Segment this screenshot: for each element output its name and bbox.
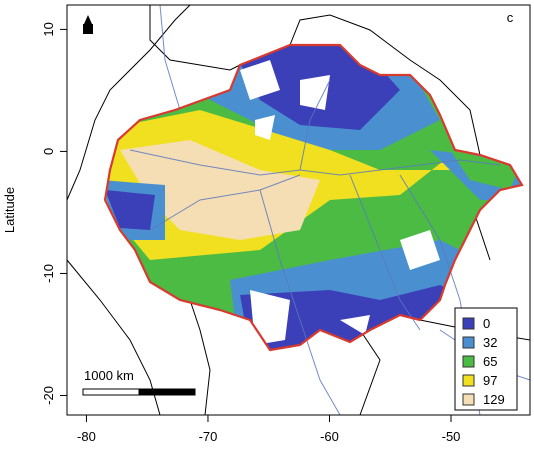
x-tick-label: -70 (199, 429, 218, 444)
legend-swatch (462, 317, 475, 330)
legend-label: 32 (483, 335, 497, 350)
legend-swatch (462, 393, 475, 406)
x-tick-label: -60 (320, 429, 339, 444)
legend-swatch (462, 355, 475, 368)
legend-swatch (462, 374, 475, 387)
legend: 0 32 65 97 129 (454, 307, 518, 411)
y-axis-label: Latitude (2, 187, 17, 233)
basin-outline (103, 43, 524, 352)
y-tick-label: 0 (41, 148, 56, 155)
y-tick-label: -20 (41, 386, 56, 405)
y-tick-label: -10 (41, 264, 56, 283)
plot-frame (66, 4, 531, 416)
no-data (240, 60, 440, 345)
scale-bar-label: 1000 km (84, 368, 134, 383)
panel-label: c (507, 10, 514, 25)
legend-label: 97 (483, 373, 497, 388)
x-tick-label: -80 (77, 429, 96, 444)
legend-label: 65 (483, 354, 497, 369)
x-tick-label: -50 (442, 429, 461, 444)
legend-label: 0 (483, 316, 490, 331)
legend-swatch (462, 336, 475, 349)
legend-label: 129 (483, 392, 505, 407)
scale-bar: 1000 km (82, 368, 196, 396)
north-arrow (83, 15, 93, 34)
y-tick-label: 10 (41, 22, 56, 36)
